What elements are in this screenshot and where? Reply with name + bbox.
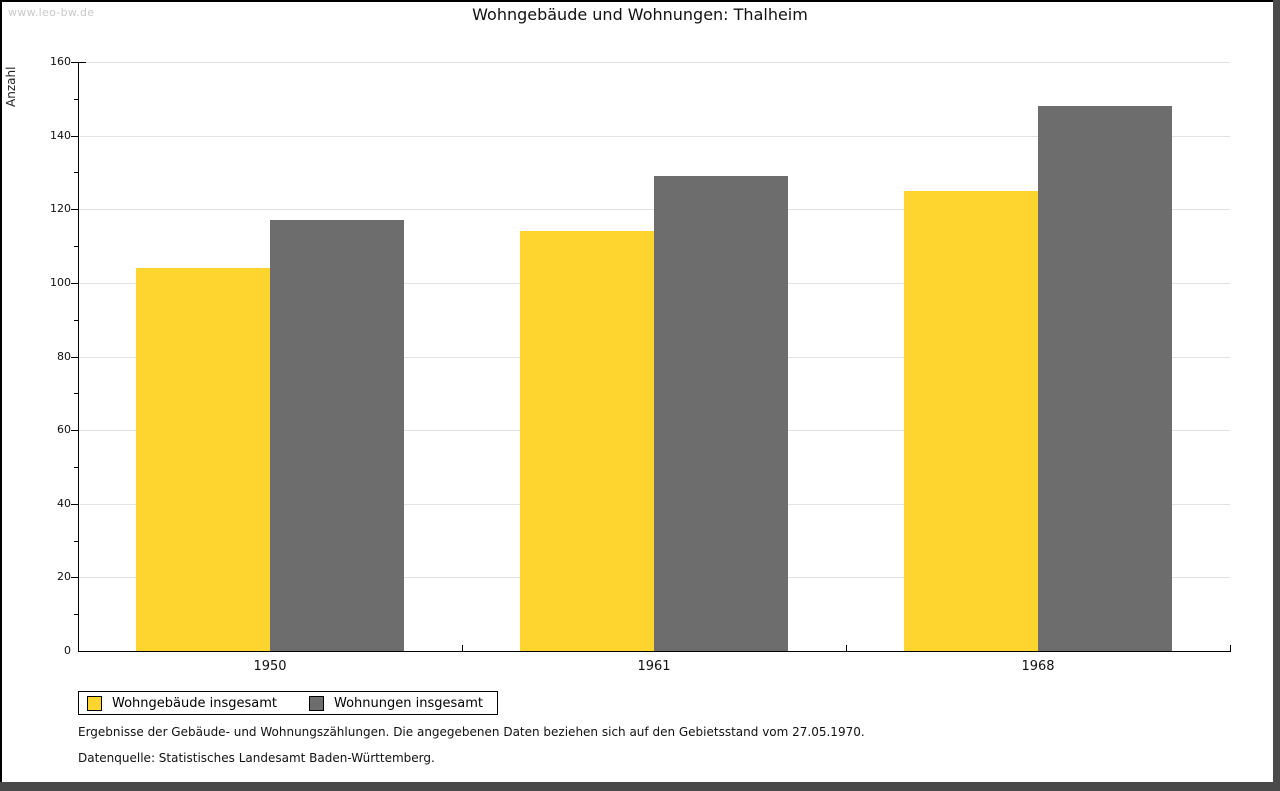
legend-swatch-gray	[309, 695, 324, 711]
y-minor-tick-50	[74, 466, 78, 468]
legend-item-wohngebaeude: Wohngebäude insgesamt	[87, 695, 299, 711]
legend-label: Wohngebäude insgesamt	[112, 695, 277, 711]
x-category-label-1950: 1950	[253, 659, 287, 674]
y-tick-label-80: 80	[57, 349, 71, 363]
bar-wohngebaeude-1961	[520, 231, 654, 651]
y-tick-label-160: 160	[50, 55, 71, 68]
bar-wohngebaeude-1968	[904, 190, 1038, 651]
bar-wohnungen-1968	[1038, 106, 1172, 651]
x-category-label-1961: 1961	[637, 659, 671, 674]
x-category-tick-1	[462, 645, 463, 651]
frame-right	[1273, 0, 1280, 791]
y-minor-tick-30	[74, 540, 78, 542]
chart-title: Wohngebäude und Wohnungen: Thalheim	[472, 5, 808, 24]
legend: Wohngebäude insgesamt Wohnungen insgesamt	[78, 691, 498, 715]
y-tick-label-60: 60	[57, 423, 71, 437]
watermark: www.leo-bw.de	[8, 6, 95, 19]
y-tick-label-40: 40	[57, 496, 71, 510]
y-major-tick-140	[71, 135, 78, 137]
bar-wohnungen-1961	[654, 176, 788, 651]
footnote-source-note: Ergebnisse der Gebäude- und Wohnungszähl…	[78, 725, 865, 739]
y-major-tick-80	[71, 356, 78, 358]
x-axis-line	[78, 651, 1231, 652]
legend-label: Wohnungen insgesamt	[334, 695, 483, 711]
gridline-140	[78, 135, 1230, 137]
x-category-tick-2	[846, 645, 847, 651]
y-minor-tick-150	[74, 98, 78, 100]
bar-wohnungen-1950	[270, 220, 404, 651]
gridline-160	[78, 62, 1230, 63]
legend-item-wohnungen: Wohnungen insgesamt	[309, 695, 483, 711]
y-axis-top-cap	[78, 62, 86, 63]
y-tick-label-0: 0	[64, 644, 71, 657]
y-major-tick-120	[71, 209, 78, 211]
y-tick-label-20: 20	[57, 570, 71, 584]
y-tick-label-120: 120	[50, 202, 71, 216]
y-major-tick-20	[71, 577, 78, 579]
y-minor-tick-70	[74, 393, 78, 395]
x-axis-right-cap	[1230, 645, 1231, 652]
y-major-tick-40	[71, 503, 78, 505]
frame-top	[0, 0, 1280, 2]
y-major-tick-60	[71, 430, 78, 432]
y-minor-tick-110	[74, 246, 78, 248]
x-category-label-1968: 1968	[1021, 659, 1055, 674]
y-major-tick-160	[71, 62, 78, 63]
footnote-data-source: Datenquelle: Statistisches Landesamt Bad…	[78, 751, 435, 765]
y-tick-label-140: 140	[50, 128, 71, 142]
y-major-tick-100	[71, 282, 78, 284]
y-tick-label-100: 100	[50, 275, 71, 289]
y-minor-tick-90	[74, 319, 78, 321]
y-minor-tick-10	[74, 614, 78, 616]
bar-wohngebaeude-1950	[136, 268, 270, 651]
frame-left	[0, 0, 2, 791]
legend-swatch-yellow	[87, 695, 102, 711]
y-minor-tick-130	[74, 172, 78, 174]
y-axis-line	[78, 62, 79, 652]
frame-bottom	[0, 782, 1280, 791]
